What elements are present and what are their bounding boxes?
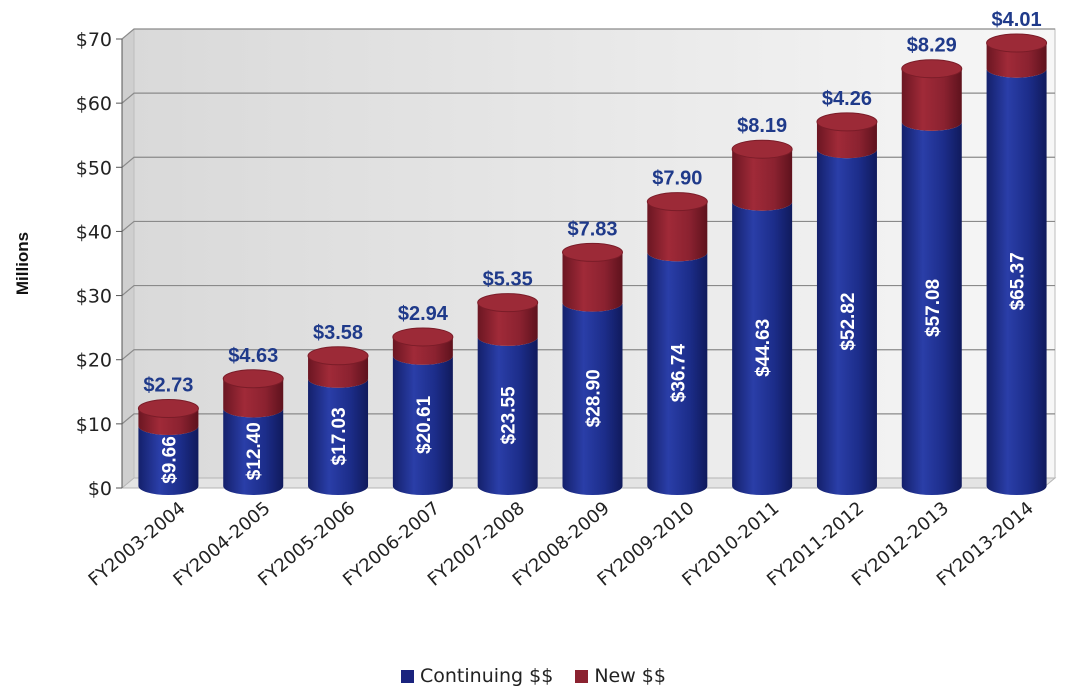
gridline — [121, 92, 1055, 104]
data-label-continuing: $57.08 — [923, 279, 944, 337]
bar-top-cap — [646, 192, 708, 212]
legend-label-new: New $$ — [594, 665, 666, 687]
data-label-new: $5.35 — [483, 269, 533, 291]
bar-new — [562, 252, 623, 312]
bar-continuing — [986, 68, 1047, 496]
data-label-continuing: $44.63 — [753, 319, 774, 377]
bar-continuing — [477, 336, 538, 495]
y-tick-label: $40 — [76, 221, 112, 243]
bar-continuing — [308, 378, 369, 495]
bar-top-cap — [307, 346, 369, 366]
data-label-new: $4.26 — [822, 88, 872, 110]
bar-new — [223, 378, 284, 418]
y-tick-label: $0 — [88, 478, 112, 500]
y-tick-label: $70 — [76, 29, 112, 51]
legend-swatch-continuing — [400, 669, 414, 683]
bar-continuing — [901, 121, 962, 496]
bar-new — [816, 121, 877, 159]
data-label-new: $8.29 — [907, 35, 957, 57]
data-label-continuing: $17.03 — [329, 407, 350, 465]
data-label-new: $4.01 — [992, 9, 1042, 31]
data-label-new: $2.73 — [143, 375, 193, 397]
legend-item-new: New $$ — [575, 665, 666, 687]
gridline — [121, 28, 1055, 40]
data-label-continuing: $65.37 — [1008, 252, 1029, 310]
bar-continuing — [647, 252, 708, 495]
y-tick-label: $60 — [76, 93, 112, 115]
bar-new — [986, 42, 1047, 78]
bar-new — [392, 336, 453, 365]
data-label-new: $2.94 — [398, 303, 449, 325]
data-label-continuing: $20.61 — [414, 395, 435, 454]
data-label-continuing: $9.66 — [159, 436, 180, 484]
side-wall — [122, 29, 134, 488]
y-axis-title: Millions — [13, 232, 32, 295]
bar-continuing — [392, 355, 453, 495]
bar-top-cap — [816, 112, 878, 132]
bar-continuing — [816, 149, 877, 495]
bar-top-cap — [392, 327, 454, 347]
bar-new — [138, 408, 199, 436]
legend-label-continuing: Continuing $$ — [419, 665, 554, 687]
y-tick-label: $20 — [76, 350, 112, 372]
bar-top-cap — [562, 242, 623, 262]
data-label-new: $7.90 — [652, 168, 702, 190]
legend-swatch-new — [575, 669, 589, 683]
bar-new — [647, 201, 708, 262]
bar-continuing — [138, 426, 199, 495]
data-label-continuing: $23.55 — [499, 386, 520, 445]
data-label-new: $7.83 — [567, 218, 617, 240]
data-label-new: $4.63 — [228, 345, 278, 367]
bar-continuing — [732, 201, 793, 496]
data-label-continuing: $52.82 — [838, 293, 859, 351]
y-tick-label: $50 — [76, 157, 112, 179]
y-tick-label: $10 — [76, 414, 112, 436]
bar-new — [477, 302, 538, 346]
legend: Continuing $$ New $$ — [0, 665, 1067, 687]
bar-top-cap — [137, 399, 199, 419]
bar-top-cap — [477, 293, 539, 313]
bar-top-cap — [986, 33, 1048, 53]
bar-top-cap — [222, 369, 284, 389]
data-label-continuing: $36.74 — [668, 344, 689, 403]
bar-continuing — [223, 408, 284, 495]
bar-top-cap — [901, 59, 963, 79]
y-tick-label: $30 — [76, 286, 112, 308]
bar-new — [901, 68, 962, 131]
legend-item-continuing: Continuing $$ — [400, 665, 554, 687]
data-label-new: $3.58 — [313, 322, 363, 344]
bar-top-cap — [731, 139, 793, 159]
data-label-continuing: $12.40 — [244, 422, 265, 480]
data-label-new: $8.19 — [737, 115, 787, 137]
data-label-continuing: $28.90 — [584, 369, 605, 427]
bar-new — [732, 149, 793, 211]
bar-continuing — [562, 302, 623, 495]
